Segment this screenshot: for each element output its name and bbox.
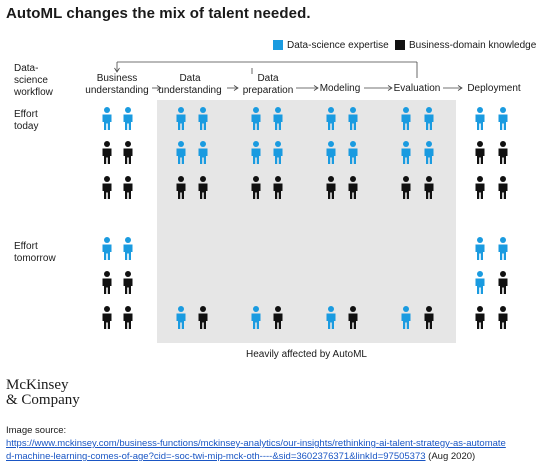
person-icon-today-s2-1: [273, 107, 283, 130]
person-icon-tomorrow-s0-3: [123, 271, 133, 294]
person-icon-today-s5-0: [475, 107, 485, 130]
person-icon-today-s5-5: [498, 176, 508, 199]
person-icon-today-s5-3: [498, 141, 508, 164]
person-icon-today-s3-5: [348, 176, 358, 199]
person-icon-tomorrow-s4-0: [401, 306, 411, 329]
logo-line-1: McKinsey: [6, 377, 69, 393]
person-icon-today-s0-0: [102, 107, 112, 130]
row-label-tomorrow: Effort tomorrow: [14, 241, 56, 264]
person-icon-today-s5-1: [498, 107, 508, 130]
arrowhead-4: [457, 85, 463, 91]
stage-label-5: Deployment: [467, 83, 521, 94]
mckinsey-logo: McKinsey & Company: [6, 378, 80, 408]
person-icon-today-s5-2: [475, 141, 485, 164]
source-link-line-1[interactable]: https://www.mckinsey.com/business-functi…: [6, 438, 506, 449]
person-icon-today-s2-4: [251, 176, 261, 199]
person-icon-today-s1-5: [198, 176, 208, 199]
legend-label-data-science: Data-science expertise: [287, 39, 389, 51]
person-icon-today-s4-3: [424, 141, 434, 164]
person-icon-today-s0-5: [123, 176, 133, 199]
stage-label-0: Business understanding: [85, 73, 148, 96]
person-icon-today-s0-3: [123, 141, 133, 164]
row-label-today: Effort today: [14, 109, 38, 132]
person-icon-tomorrow-s0-1: [123, 237, 133, 260]
person-icon-tomorrow-s4-1: [424, 306, 434, 329]
legend-label-business-domain: Business-domain knowledge: [409, 39, 537, 51]
person-icon-today-s1-1: [198, 107, 208, 130]
person-icon-tomorrow-s5-5: [498, 306, 508, 329]
image-source-label: Image source:: [6, 425, 67, 436]
person-icon-tomorrow-s0-2: [102, 271, 112, 294]
source-date: (Aug 2020): [425, 451, 476, 462]
feedback-arrowhead: [114, 67, 120, 73]
person-icon-today-s0-4: [102, 176, 112, 199]
row-label-workflow: Data-science workflow: [13, 63, 54, 98]
person-icon-today-s1-4: [176, 176, 186, 199]
person-icon-today-s1-0: [176, 107, 186, 130]
arrowhead-0: [156, 85, 162, 91]
person-icon-tomorrow-s1-0: [176, 306, 186, 329]
logo-line-2: & Company: [6, 392, 80, 408]
stage-label-1: Data understanding: [158, 73, 221, 96]
legend-swatch-data-science: [273, 40, 283, 50]
person-icon-today-s3-3: [348, 141, 358, 164]
person-icon-today-s4-2: [401, 141, 411, 164]
person-icon-tomorrow-s5-4: [475, 306, 485, 329]
person-icon-today-s2-5: [273, 176, 283, 199]
stage-label-4: Evaluation: [394, 83, 441, 94]
person-icon-today-s4-1: [424, 107, 434, 130]
source-link-line-2[interactable]: d-machine-learning-comes-of-age?cid=-soc…: [6, 451, 426, 462]
person-icon-tomorrow-s3-0: [326, 306, 336, 329]
person-icon-today-s2-2: [251, 141, 261, 164]
person-icon-tomorrow-s3-1: [348, 306, 358, 329]
person-icon-today-s4-0: [401, 107, 411, 130]
stage-label-3: Modeling: [320, 83, 361, 94]
person-icon-today-s3-1: [348, 107, 358, 130]
person-icon-tomorrow-s5-0: [475, 237, 485, 260]
legend-swatch-business-domain: [395, 40, 405, 50]
person-icon-today-s1-2: [176, 141, 186, 164]
person-icon-tomorrow-s2-0: [251, 306, 261, 329]
shaded-area-caption: Heavily affected by AutoML: [246, 349, 367, 360]
person-icon-today-s3-0: [326, 107, 336, 130]
person-icon-today-s2-0: [251, 107, 261, 130]
arrowhead-1: [233, 85, 239, 91]
person-icon-today-s4-4: [401, 176, 411, 199]
person-icon-tomorrow-s0-5: [123, 306, 133, 329]
person-icon-today-s2-3: [273, 141, 283, 164]
person-icon-tomorrow-s1-1: [198, 306, 208, 329]
chart-title: AutoML changes the mix of talent needed.: [6, 5, 311, 22]
stage-label-2: Data preparation: [243, 73, 294, 96]
legend-item-data-science: Data-science expertise: [273, 39, 389, 51]
person-icon-today-s3-4: [326, 176, 336, 199]
person-icon-today-s3-2: [326, 141, 336, 164]
person-icon-tomorrow-s0-0: [102, 237, 112, 260]
person-icon-tomorrow-s5-2: [475, 271, 485, 294]
person-icon-tomorrow-s0-4: [102, 306, 112, 329]
person-icon-tomorrow-s5-1: [498, 237, 508, 260]
automl-affected-area: [157, 100, 456, 343]
legend-item-business-domain: Business-domain knowledge: [395, 39, 536, 51]
arrowhead-2: [313, 85, 319, 91]
person-icon-today-s1-3: [198, 141, 208, 164]
person-icon-today-s0-1: [123, 107, 133, 130]
arrowhead-3: [387, 85, 393, 91]
person-icon-today-s0-2: [102, 141, 112, 164]
person-icon-today-s5-4: [475, 176, 485, 199]
person-icon-today-s4-5: [424, 176, 434, 199]
person-icon-tomorrow-s2-1: [273, 306, 283, 329]
image-source-url[interactable]: https://www.mckinsey.com/business-functi…: [6, 437, 506, 463]
person-icon-tomorrow-s5-3: [498, 271, 508, 294]
